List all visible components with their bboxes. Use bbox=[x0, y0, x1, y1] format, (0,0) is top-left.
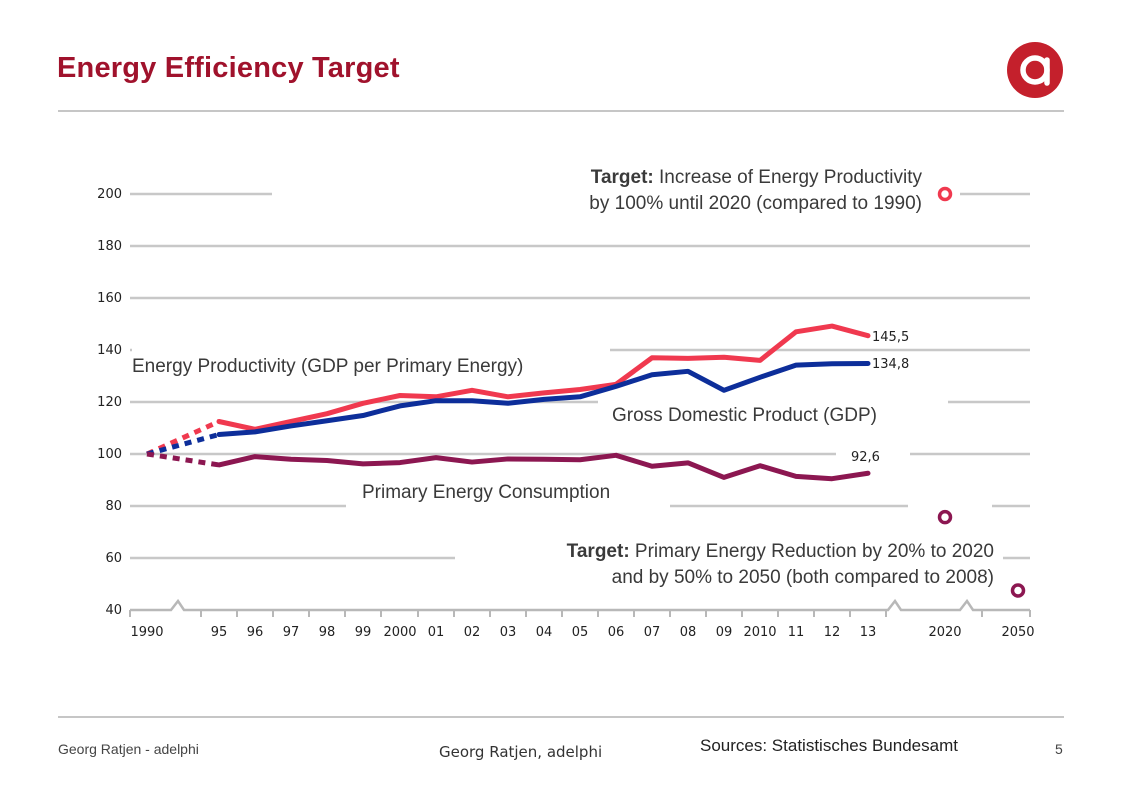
x-tick-label: 06 bbox=[608, 625, 625, 640]
x-tick-label: 97 bbox=[283, 625, 300, 640]
target-productivity-label-line1: Target: Increase of Energy Productivity bbox=[591, 167, 923, 188]
series-line-productivity bbox=[216, 323, 871, 432]
label-background bbox=[836, 438, 910, 468]
energy-efficiency-chart: 40 60 80 100 120 140 160 180 200 1990 95 96 97 98 99 2… bbox=[97, 167, 1035, 640]
target-consumption-label-line1: Target: Primary Energy Reduction by 20% … bbox=[567, 541, 994, 562]
end-label-consumption: 92,6 bbox=[851, 450, 880, 465]
footer-sources: Sources: Statistisches Bundesamt bbox=[700, 736, 958, 755]
legend-consumption: Primary Energy Consumption bbox=[362, 482, 610, 503]
x-tick-label: 01 bbox=[428, 625, 445, 640]
x-tick-label: 02 bbox=[464, 625, 481, 640]
x-tick-label: 03 bbox=[500, 625, 517, 640]
target-marker-productivity-2020 bbox=[937, 186, 953, 202]
y-tick-label: 80 bbox=[105, 499, 122, 514]
footer-divider bbox=[58, 716, 1064, 718]
x-tick-label: 2010 bbox=[743, 625, 776, 640]
x-tick-label: 2000 bbox=[383, 625, 416, 640]
x-tick-label: 2050 bbox=[1001, 625, 1034, 640]
x-tick-label: 08 bbox=[680, 625, 697, 640]
target-marker-consumption-2020 bbox=[937, 509, 953, 525]
x-axis: 1990 95 96 97 98 99 2000 01 02 03 04 05 06 07 08 09 2010… bbox=[129, 598, 1035, 640]
series-connector-consumption bbox=[146, 451, 220, 468]
legend-gdp: Gross Domestic Product (GDP) bbox=[612, 405, 877, 426]
y-tick-label: 180 bbox=[97, 239, 122, 254]
x-tick-label: 99 bbox=[355, 625, 372, 640]
x-tick-label: 12 bbox=[824, 625, 841, 640]
end-label-productivity: 145,5 bbox=[872, 330, 909, 345]
x-tick-label: 1990 bbox=[130, 625, 163, 640]
target-markers bbox=[937, 186, 1026, 598]
y-tick-label: 120 bbox=[97, 395, 122, 410]
x-tick-label: 11 bbox=[788, 625, 805, 640]
x-tick-label: 13 bbox=[860, 625, 877, 640]
x-tick-label: 07 bbox=[644, 625, 661, 640]
x-tick-label: 04 bbox=[536, 625, 553, 640]
x-tick-label: 98 bbox=[319, 625, 336, 640]
y-tick-label: 40 bbox=[105, 603, 122, 618]
label-backgrounds bbox=[132, 170, 1003, 588]
footer-author: Georg Ratjen - adelphi bbox=[58, 741, 199, 757]
header-divider bbox=[58, 110, 1064, 112]
x-axis-line bbox=[130, 598, 1030, 612]
label-background bbox=[132, 344, 610, 380]
y-tick-label: 100 bbox=[97, 447, 122, 462]
series-lines bbox=[145, 323, 871, 482]
target-consumption-label-line2: and by 50% to 2050 (both compared to 200… bbox=[612, 567, 994, 588]
page-number: 5 bbox=[1055, 741, 1063, 757]
label-background bbox=[455, 532, 1003, 588]
label-background bbox=[598, 394, 948, 430]
x-tick-label: 05 bbox=[572, 625, 589, 640]
y-tick-label: 160 bbox=[97, 291, 122, 306]
x-tick-label: 95 bbox=[211, 625, 228, 640]
y-tick-label: 60 bbox=[105, 551, 122, 566]
chart-annotations: Energy Productivity (GDP per Primary Ene… bbox=[132, 167, 994, 588]
adelphi-logo-icon bbox=[1007, 42, 1063, 98]
x-tick-label: 96 bbox=[247, 625, 264, 640]
y-tick-label: 200 bbox=[97, 187, 122, 202]
series-line-consumption bbox=[216, 452, 871, 482]
label-background bbox=[346, 472, 670, 508]
x-tick-label: 09 bbox=[716, 625, 733, 640]
target-productivity-label-line2: by 100% until 2020 (compared to 1990) bbox=[589, 193, 922, 214]
page-title: Energy Efficiency Target bbox=[57, 52, 400, 84]
x-tick-label: 2020 bbox=[928, 625, 961, 640]
legend-productivity: Energy Productivity (GDP per Primary Ene… bbox=[132, 356, 523, 377]
series-line-gdp bbox=[216, 361, 871, 437]
label-background bbox=[272, 170, 934, 215]
y-tick-label: 140 bbox=[97, 343, 122, 358]
series-connector-productivity bbox=[145, 419, 221, 457]
y-axis-ticks: 40 60 80 100 120 140 160 180 200 bbox=[97, 187, 122, 618]
target-marker-consumption-2050 bbox=[1010, 583, 1026, 598]
end-label-gdp: 134,8 bbox=[872, 357, 909, 372]
footer-author-center: Georg Ratjen, adelphi bbox=[439, 743, 603, 761]
